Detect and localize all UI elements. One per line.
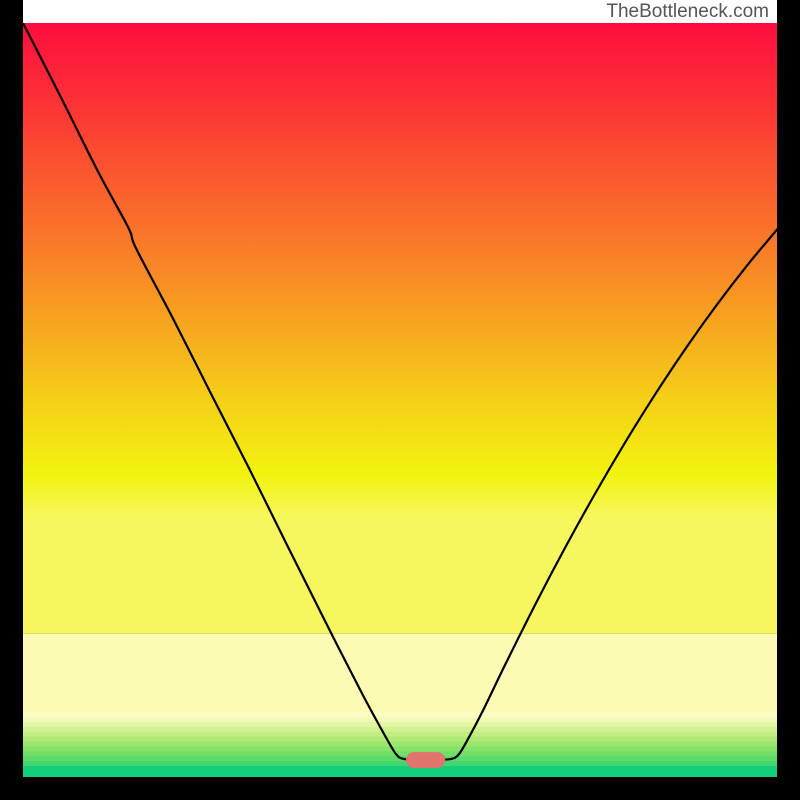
color-band xyxy=(23,727,777,732)
color-band xyxy=(23,742,777,747)
watermark-bar: TheBottleneck.com xyxy=(23,0,777,25)
color-band xyxy=(23,732,777,737)
color-band xyxy=(23,722,777,727)
color-band xyxy=(23,634,777,713)
color-band xyxy=(23,712,777,717)
color-band xyxy=(23,761,777,766)
plot-area xyxy=(23,23,777,777)
color-band xyxy=(23,717,777,722)
color-band xyxy=(23,766,777,777)
color-band xyxy=(23,751,777,756)
chart-marker-layer xyxy=(406,752,445,768)
bottleneck-chart-svg xyxy=(23,23,777,777)
color-band xyxy=(23,746,777,751)
chart-background xyxy=(23,23,777,777)
color-band xyxy=(23,737,777,742)
gradient-region xyxy=(23,23,777,634)
watermark-text: TheBottleneck.com xyxy=(606,1,769,22)
optimal-marker xyxy=(406,752,445,768)
chart-frame: TheBottleneck.com xyxy=(0,0,800,800)
